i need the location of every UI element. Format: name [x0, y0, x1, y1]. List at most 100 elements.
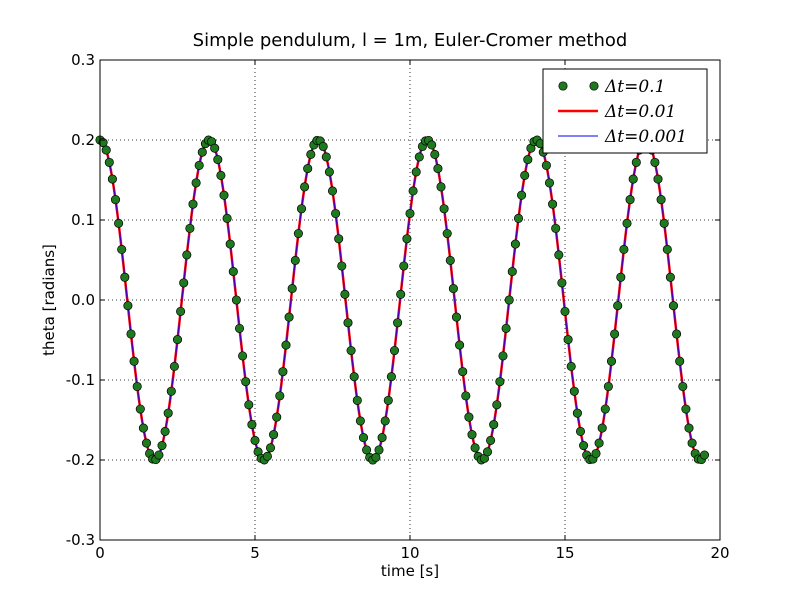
data-point [185, 223, 195, 233]
data-point [445, 255, 455, 265]
data-point [306, 149, 316, 160]
data-point [296, 204, 307, 214]
data-point [141, 438, 152, 448]
chart-title: Simple pendulum, l = 1m, Euler-Cromer me… [193, 30, 628, 51]
data-point [402, 234, 412, 244]
data-point [331, 208, 341, 219]
data-point [107, 174, 117, 184]
data-point [675, 356, 685, 366]
data-point [622, 218, 632, 228]
data-point [334, 234, 344, 244]
data-point [380, 416, 390, 426]
data-point [234, 323, 245, 333]
data-point [386, 372, 396, 382]
data-point [281, 340, 291, 350]
x-tick-label: 10 [400, 544, 419, 562]
data-point [169, 361, 179, 372]
data-point [343, 318, 353, 328]
legend-marker [558, 81, 568, 91]
data-point [327, 186, 338, 196]
data-point [362, 445, 372, 455]
series-layer [95, 135, 710, 465]
data-point [188, 199, 198, 209]
data-point [513, 213, 524, 223]
data-point [544, 178, 555, 188]
data-point [495, 377, 505, 387]
data-point [399, 261, 409, 271]
data-point [411, 167, 421, 177]
data-point [594, 438, 604, 448]
data-point [430, 149, 440, 160]
data-point [548, 199, 558, 209]
data-point [610, 329, 620, 339]
data-point [498, 351, 508, 361]
axis-ticks: 0 5 10 15 20 -0.3 -0.2 -0.1 0.0 0.1 0.2 0.3 [66, 51, 730, 562]
data-point [182, 250, 192, 260]
data-point [355, 416, 365, 426]
data-point [132, 381, 142, 392]
y-tick-label: 0.0 [71, 291, 95, 309]
data-point [563, 335, 573, 345]
data-point [241, 377, 251, 387]
data-point [492, 400, 502, 410]
data-point [613, 301, 623, 311]
data-point [166, 386, 176, 396]
data-point [396, 289, 406, 299]
data-point [489, 420, 499, 430]
data-point [631, 157, 641, 167]
data-point [656, 195, 666, 205]
data-point [510, 239, 520, 249]
y-tick-label: -0.3 [66, 531, 95, 549]
data-point [287, 284, 297, 294]
data-point [191, 178, 201, 188]
data-point [138, 423, 148, 433]
data-point [442, 228, 452, 239]
data-point [383, 395, 393, 405]
data-point [284, 312, 294, 322]
data-point [439, 204, 449, 214]
legend-label: Δt=0.01 [604, 102, 676, 122]
data-point [222, 213, 232, 223]
data-point [591, 448, 601, 459]
data-point [114, 218, 124, 228]
data-point [393, 318, 403, 328]
data-point [451, 312, 462, 322]
data-point [352, 395, 362, 405]
data-point [172, 335, 183, 345]
data-point [117, 244, 127, 255]
series-line [99, 138, 706, 462]
data-point [650, 157, 660, 167]
x-axis-label: time [s] [381, 562, 439, 580]
data-point [244, 400, 254, 410]
data-point [665, 272, 675, 282]
data-point [179, 278, 189, 288]
data-point [619, 244, 629, 255]
data-point [272, 412, 282, 422]
data-point [448, 284, 458, 294]
data-point [606, 356, 617, 366]
data-point [408, 186, 418, 196]
data-point [678, 381, 688, 392]
x-tick-label: 0 [95, 544, 105, 562]
y-axis-label: theta [radians] [40, 244, 58, 356]
data-point [625, 195, 635, 205]
data-point [163, 408, 173, 418]
data-point [371, 452, 381, 463]
data-point [374, 445, 384, 455]
data-point [557, 278, 567, 288]
data-point [154, 450, 164, 460]
data-point [290, 255, 300, 265]
y-tick-label: 0.1 [71, 211, 95, 229]
data-point [600, 404, 610, 414]
x-tick-label: 15 [555, 544, 574, 562]
data-point [551, 223, 561, 233]
data-point [681, 404, 691, 414]
data-point [414, 152, 424, 162]
data-point [120, 272, 130, 282]
data-point [101, 145, 111, 155]
data-point [346, 345, 356, 356]
data-point [247, 420, 257, 430]
data-point [300, 182, 310, 192]
series-line [99, 139, 705, 461]
